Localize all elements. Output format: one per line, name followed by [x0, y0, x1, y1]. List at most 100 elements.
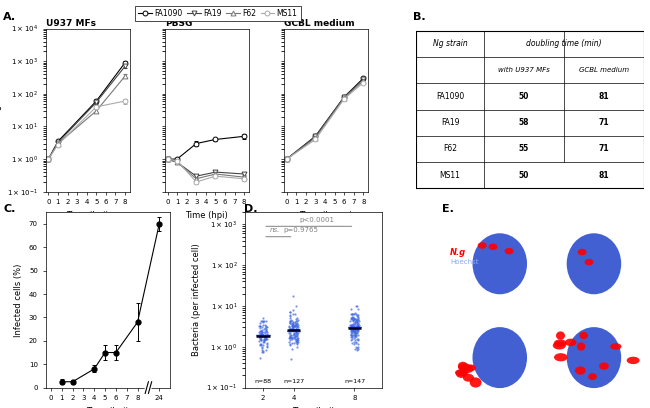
Point — [259, 334, 270, 340]
Point — [288, 326, 298, 332]
Point — [260, 333, 270, 340]
Point — [290, 334, 300, 340]
Point — [261, 326, 272, 332]
Text: E.: E. — [442, 204, 454, 214]
Text: n=88: n=88 — [255, 379, 272, 384]
Point — [292, 315, 302, 321]
Text: GCBL medium: GCBL medium — [578, 67, 629, 73]
Point — [353, 325, 363, 332]
Point — [257, 349, 267, 355]
Point — [292, 331, 302, 337]
X-axis label: Time (hpi): Time (hpi) — [292, 407, 335, 408]
Point — [292, 336, 303, 343]
Point — [352, 317, 363, 324]
Point — [261, 333, 272, 340]
Point — [289, 340, 299, 346]
Point — [289, 323, 300, 329]
Text: 81: 81 — [599, 92, 609, 101]
Legend: FA1090, FA19, F62, MS11: FA1090, FA19, F62, MS11 — [135, 6, 300, 21]
Point — [259, 318, 269, 324]
Point — [292, 323, 303, 329]
Point — [346, 323, 356, 330]
Point — [346, 315, 356, 322]
Point — [291, 326, 302, 333]
Point — [346, 327, 356, 334]
Point — [348, 328, 359, 334]
Point — [351, 340, 361, 347]
Point — [291, 331, 302, 338]
Point — [292, 326, 303, 333]
Text: 71: 71 — [599, 144, 609, 153]
Point — [256, 330, 266, 337]
Point — [289, 323, 300, 329]
Point — [259, 322, 270, 329]
Point — [255, 324, 265, 331]
Point — [346, 315, 357, 322]
Point — [352, 344, 362, 351]
Point — [352, 329, 362, 335]
Point — [286, 356, 296, 363]
Point — [284, 322, 294, 329]
Point — [291, 326, 301, 332]
Ellipse shape — [456, 370, 467, 378]
Point — [261, 324, 272, 330]
Text: 55: 55 — [519, 144, 529, 153]
Point — [347, 330, 358, 336]
Point — [287, 321, 298, 328]
Point — [346, 334, 356, 340]
Point — [285, 325, 296, 331]
Point — [352, 313, 363, 320]
Point — [290, 319, 300, 326]
Point — [351, 317, 361, 323]
X-axis label: Time (hpi): Time (hpi) — [86, 407, 129, 408]
Point — [287, 339, 297, 346]
Point — [254, 323, 264, 330]
Point — [350, 333, 360, 339]
Point — [285, 330, 295, 336]
Point — [287, 335, 297, 342]
Point — [349, 315, 359, 321]
Text: ns.: ns. — [270, 228, 280, 233]
Text: Ng strain: Ng strain — [433, 39, 467, 48]
Point — [292, 340, 302, 346]
Point — [284, 330, 294, 336]
Point — [290, 327, 300, 333]
Point — [256, 341, 266, 347]
Point — [255, 332, 266, 339]
Point — [351, 332, 361, 338]
Point — [288, 307, 298, 313]
Point — [285, 337, 295, 344]
Ellipse shape — [588, 373, 597, 380]
Point — [291, 328, 302, 335]
Point — [348, 315, 359, 322]
Point — [285, 334, 295, 341]
Point — [286, 317, 296, 324]
Point — [256, 328, 266, 335]
Point — [348, 321, 358, 328]
Point — [285, 319, 295, 325]
Point — [353, 324, 363, 330]
Ellipse shape — [556, 331, 565, 340]
Point — [254, 331, 265, 338]
Point — [256, 328, 266, 335]
Point — [258, 322, 268, 328]
Point — [285, 308, 295, 315]
Point — [287, 320, 298, 327]
X-axis label: Time (hpi): Time (hpi) — [185, 211, 228, 220]
Point — [347, 315, 358, 322]
Point — [261, 335, 271, 342]
Point — [288, 319, 298, 326]
Point — [285, 313, 295, 319]
Point — [285, 331, 296, 338]
Point — [291, 333, 302, 340]
Point — [291, 328, 301, 335]
Point — [350, 319, 361, 326]
Text: MS11: MS11 — [439, 171, 461, 180]
Point — [353, 324, 363, 331]
Point — [352, 326, 363, 333]
Text: p=0.9765: p=0.9765 — [283, 228, 318, 233]
Point — [348, 324, 358, 330]
Point — [287, 326, 298, 332]
Point — [345, 331, 356, 338]
Point — [285, 318, 296, 325]
